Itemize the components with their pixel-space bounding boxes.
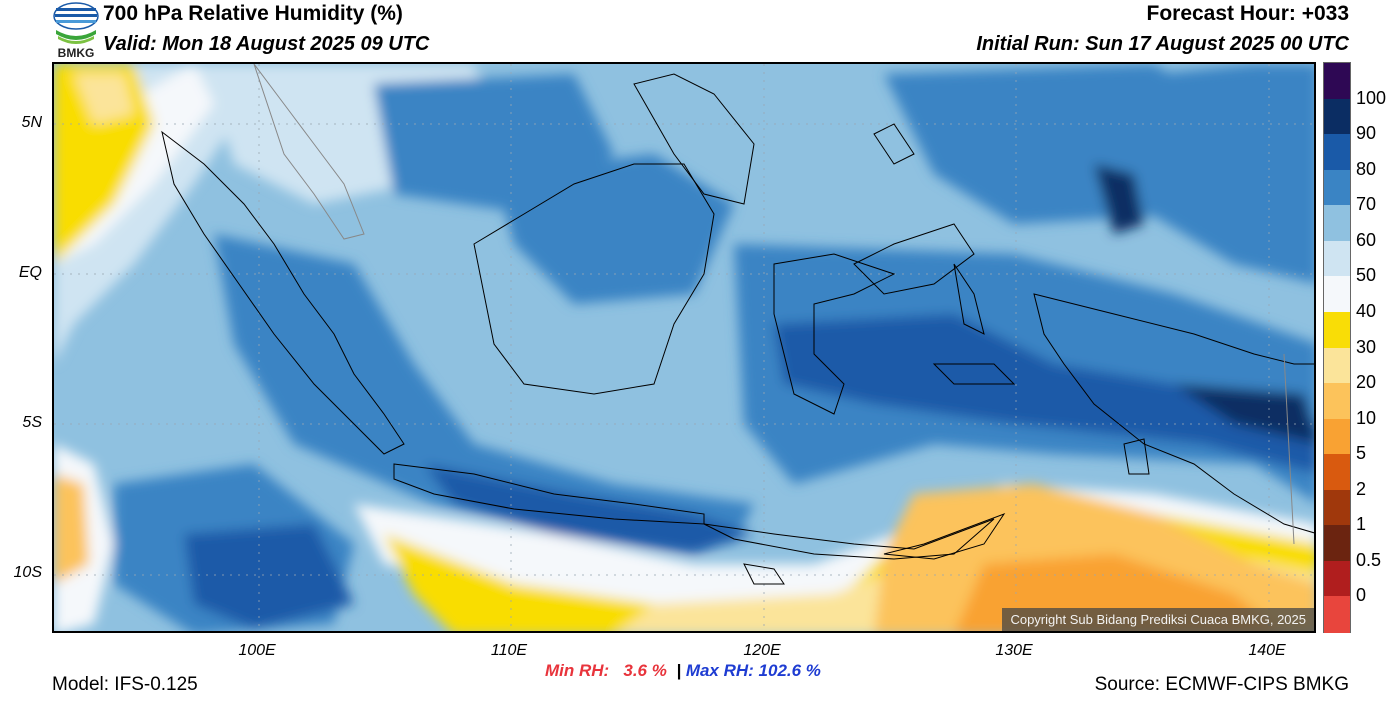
colorbar-segment: [1324, 134, 1350, 171]
colorbar-label: 60: [1356, 229, 1377, 250]
initial-run: Initial Run: Sun 17 August 2025 00 UTC: [976, 33, 1349, 55]
logo-text: BMKG: [57, 46, 95, 60]
lon-label-100e: 100E: [238, 642, 276, 659]
lon-label-130e: 130E: [995, 642, 1033, 659]
colorbar-segment: [1324, 63, 1350, 100]
colorbar-segment: [1324, 383, 1350, 420]
colorbar-segment: [1324, 418, 1350, 455]
lon-label-110e: 110E: [490, 642, 528, 659]
max-rh: Max RH: 102.6 %: [685, 661, 821, 680]
colorbar-label: 5: [1356, 443, 1367, 464]
colorbar: [1323, 62, 1351, 633]
humidity-map: Copyright Sub Bidang Prediksi Cuaca BMKG…: [52, 62, 1316, 633]
colorbar-segment: [1324, 169, 1350, 206]
min-rh: Min RH: 3.6 %: [545, 661, 667, 680]
colorbar-label: 0.5: [1356, 549, 1382, 570]
colorbar-label: 40: [1356, 300, 1377, 321]
colorbar-segment: [1324, 596, 1350, 633]
colorbar-segment: [1324, 525, 1350, 562]
colorbar-segment: [1324, 276, 1350, 313]
colorbar-label: 0: [1356, 585, 1367, 606]
colorbar-segment: [1324, 560, 1350, 597]
chart-title: 700 hPa Relative Humidity (%): [103, 2, 403, 25]
lon-label-140e: 140E: [1248, 642, 1286, 659]
lat-label-5s: 5S: [22, 414, 42, 431]
colorbar-label: 90: [1356, 123, 1377, 144]
colorbar-label: 10: [1356, 407, 1377, 428]
colorbar-label: 30: [1356, 336, 1377, 357]
colorbar-label: 2: [1356, 478, 1367, 499]
copyright-notice: Copyright Sub Bidang Prediksi Cuaca BMKG…: [1002, 608, 1314, 631]
source-label: Source: ECMWF-CIPS BMKG: [1094, 674, 1349, 695]
colorbar-segment: [1324, 98, 1350, 135]
colorbar-segment: [1324, 311, 1350, 348]
model-label: Model: IFS-0.125: [52, 674, 198, 695]
lat-label-10s: 10S: [13, 564, 42, 581]
bmkg-logo-icon: BMKG: [52, 2, 100, 60]
valid-time: Valid: Mon 18 August 2025 09 UTC: [103, 33, 430, 55]
colorbar-label: 20: [1356, 372, 1377, 393]
lon-label-120e: 120E: [743, 642, 781, 659]
colorbar-segment: [1324, 489, 1350, 526]
colorbar-label: 80: [1356, 158, 1377, 179]
colorbar-segment: [1324, 240, 1350, 277]
forecast-hour: Forecast Hour: +033: [1146, 2, 1350, 25]
lat-label-eq: EQ: [18, 264, 42, 281]
colorbar-segment: [1324, 205, 1350, 242]
colorbar-label: 100: [1356, 87, 1387, 108]
lat-label-5n: 5N: [21, 114, 42, 131]
colorbar-segment: [1324, 454, 1350, 491]
colorbar-label: 1: [1356, 514, 1367, 535]
colorbar-label: 50: [1356, 265, 1377, 286]
colorbar-segment: [1324, 347, 1350, 384]
rh-stats: Min RH: 3.6 % | Max RH: 102.6 %: [545, 661, 821, 681]
colorbar-label: 70: [1356, 194, 1377, 215]
stats-separator: |: [676, 661, 682, 680]
